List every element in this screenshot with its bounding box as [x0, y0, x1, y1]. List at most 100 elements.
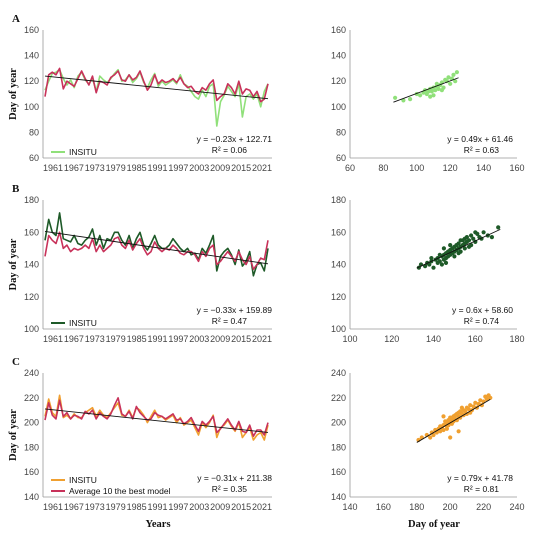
- scatter-point: [434, 81, 439, 86]
- ts-x-tick-label: 1973: [85, 163, 105, 173]
- panel-letter: B: [12, 183, 20, 195]
- scatter-point: [444, 426, 449, 431]
- sc-y-tick-label: 140: [331, 51, 346, 61]
- ts-y-tick-label: 140: [24, 492, 39, 502]
- scatter-point: [431, 265, 436, 270]
- ts-series-line: [44, 212, 269, 277]
- panel-letter: A: [12, 13, 20, 25]
- ts-y-tick-label: 140: [24, 51, 39, 61]
- scatter-point: [484, 396, 489, 402]
- scatter-point: [431, 93, 436, 98]
- scatter-point: [456, 241, 461, 246]
- ts-x-tick-label: 1985: [127, 163, 147, 173]
- scatter-point: [418, 93, 423, 98]
- sc-y-tick-label: 100: [331, 102, 346, 112]
- scatter-point: [456, 429, 461, 434]
- scatter-point: [469, 233, 474, 238]
- sc-y-tick-label: 200: [331, 418, 346, 428]
- ts-legend-label: INSITU: [69, 147, 97, 157]
- sc-fit-equation: y = 0.79x + 41.78: [447, 473, 513, 483]
- ts-x-tick-label: 1979: [106, 502, 126, 512]
- scatter-point: [437, 259, 442, 264]
- scatter-point: [481, 230, 486, 235]
- ts-x-tick-label: 1961: [43, 334, 63, 344]
- sc-x-tick-label: 60: [345, 163, 355, 173]
- scatter-point: [471, 236, 476, 241]
- scatter-point: [473, 400, 478, 405]
- sc-y-tick-label: 220: [331, 393, 346, 403]
- sc-x-tick-label: 180: [509, 334, 524, 344]
- sc-x-tick-label: 100: [342, 334, 357, 344]
- ts-y-tick-label: 100: [24, 102, 39, 112]
- scatter-point: [433, 88, 438, 93]
- ts-x-tick-label: 1991: [147, 334, 167, 344]
- ts-y-tick-label: 180: [24, 195, 39, 205]
- ts-y-tick-label: 160: [24, 25, 39, 35]
- ts-y-tick-label: 120: [24, 292, 39, 302]
- ts-y-tick-label: 60: [29, 153, 39, 163]
- ts-y-tick-label: 160: [24, 227, 39, 237]
- scatter-point: [429, 89, 434, 94]
- ts-trend-r2: R² = 0.35: [212, 484, 247, 494]
- ts-x-tick-label: 1979: [106, 163, 126, 173]
- sc-y-tick-label: 160: [331, 227, 346, 237]
- scatter-point: [428, 94, 433, 99]
- sc-y-tick-label: 80: [336, 127, 346, 137]
- sc-y-tick-label: 160: [331, 25, 346, 35]
- scatter-point: [441, 246, 446, 251]
- ts-x-tick-label: 2009: [210, 502, 230, 512]
- ts-trend-equation: y = −0.23x + 122.71: [197, 134, 273, 144]
- ts-trend-r2: R² = 0.47: [212, 316, 247, 326]
- sc-x-tick-label: 120: [384, 334, 399, 344]
- scatter-point: [427, 262, 432, 267]
- ts-x-tick-label: 1973: [85, 334, 105, 344]
- ts-y-tick-label: 240: [24, 368, 39, 378]
- scatter-point: [466, 406, 471, 412]
- ts-x-tick-label: 2021: [252, 502, 272, 512]
- ts-x-tick-label: 1979: [106, 334, 126, 344]
- sc-x-tick-label: 140: [426, 334, 441, 344]
- sc-y-tick-label: 180: [331, 195, 346, 205]
- ts-series-line: [44, 67, 269, 103]
- sc-x-tick-label: 160: [509, 163, 524, 173]
- scatter-point: [462, 236, 467, 241]
- scatter-point: [471, 404, 476, 409]
- ts-y-tick-label: 220: [24, 393, 39, 403]
- sc-x-tick-label: 160: [376, 502, 391, 512]
- ts-trend-equation: y = −0.33x + 159.89: [197, 305, 273, 315]
- sc-x-tick-label: 160: [468, 334, 483, 344]
- scatter-point: [462, 246, 467, 251]
- ts-y-tick-label: 100: [24, 324, 39, 334]
- ts-y-tick-label: 120: [24, 76, 39, 86]
- scatter-point: [443, 260, 449, 265]
- scatter-point: [489, 235, 494, 240]
- ts-trend-equation: y = −0.31x + 211.38: [197, 473, 272, 483]
- sc-x-tick-label: 140: [476, 163, 491, 173]
- ts-x-tick-label: 2003: [189, 502, 209, 512]
- scatter-point: [448, 435, 453, 440]
- sc-fit-line: [393, 77, 459, 103]
- ts-trend-line: [44, 75, 269, 100]
- scatter-point: [478, 398, 483, 403]
- scatter-point: [459, 405, 464, 410]
- sc-x-tick-label: 180: [409, 502, 424, 512]
- sc-y-tick-label: 140: [331, 260, 346, 270]
- scatter-point: [496, 225, 501, 230]
- scatter-point: [439, 88, 444, 93]
- ts-y-tick-label: 80: [29, 127, 39, 137]
- scatter-point: [468, 403, 473, 408]
- sc-x-tick-label: 120: [443, 163, 458, 173]
- ts-x-axis-title: Years: [145, 519, 170, 530]
- scatter-point: [453, 79, 458, 84]
- ts-x-tick-label: 1961: [43, 163, 63, 173]
- scatter-point: [448, 243, 453, 248]
- ts-legend-label: Average 10 the best model: [69, 486, 171, 496]
- ts-x-tick-label: 1961: [43, 502, 63, 512]
- ts-y-axis-title: Day of year: [8, 68, 19, 120]
- sc-y-tick-label: 180: [331, 442, 346, 452]
- ts-legend-label: INSITU: [69, 475, 97, 485]
- scatter-point: [438, 429, 443, 434]
- ts-series-line: [44, 396, 269, 438]
- ts-x-tick-label: 2015: [231, 502, 251, 512]
